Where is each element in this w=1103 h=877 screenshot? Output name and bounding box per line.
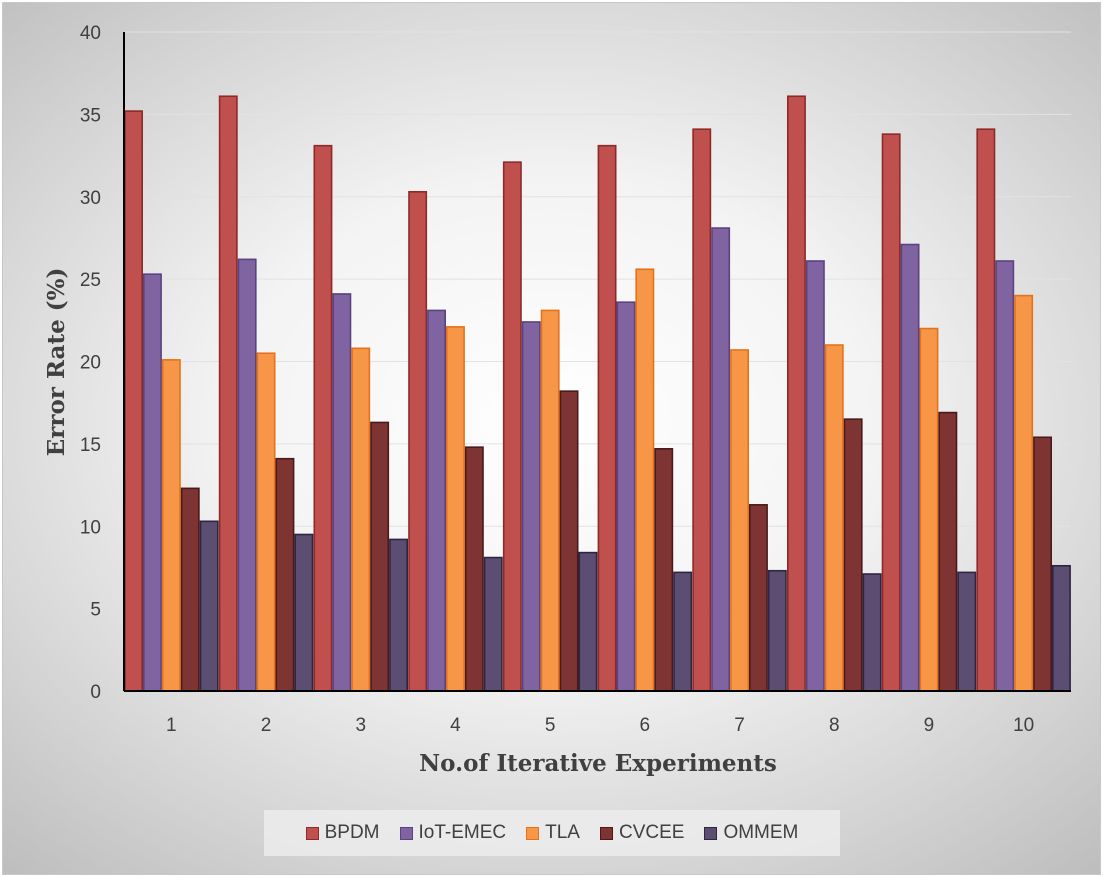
x-axis-title: No.of Iterative Experiments — [419, 750, 777, 777]
bar-cvcee-4 — [464, 446, 484, 692]
bar-ommem-5 — [578, 551, 598, 692]
legend-label: IoT-EMEC — [418, 822, 507, 843]
bar-tla-7 — [730, 349, 750, 692]
axes — [123, 32, 1071, 692]
bar-ommem-4 — [483, 556, 503, 692]
bar-cvcee-8 — [843, 418, 863, 692]
y-tick-label: 30 — [80, 188, 101, 209]
x-tick-label: 8 — [829, 715, 840, 736]
bar-tla-4 — [445, 326, 465, 692]
bar-tla-5 — [540, 309, 560, 692]
y-tick-label: 15 — [80, 435, 101, 456]
bar-cvcee-6 — [654, 448, 674, 692]
bar-bpdm-3 — [313, 144, 333, 692]
y-tick-label: 35 — [80, 105, 101, 126]
bar-bpdm-5 — [502, 161, 522, 692]
bar-tla-1 — [161, 359, 181, 692]
legend-item-ommem: OMMEM — [704, 822, 798, 844]
y-tick-label: 5 — [90, 600, 101, 621]
bar-tla-3 — [351, 347, 371, 692]
y-tick-label: 10 — [80, 517, 101, 538]
bar-iot-emec-8 — [805, 260, 825, 692]
y-tick-label: 40 — [80, 23, 101, 44]
bar-cvcee-3 — [370, 421, 390, 692]
bar-ommem-9 — [957, 571, 977, 692]
bar-ommem-10 — [1052, 564, 1071, 692]
legend-item-cvcee: CVCEE — [599, 822, 685, 844]
bar-iot-emec-2 — [237, 258, 257, 692]
bar-bpdm-2 — [218, 95, 238, 692]
legend-item-bpdm: BPDM — [305, 822, 380, 844]
bar-iot-emec-6 — [616, 301, 636, 692]
x-tick-label: 7 — [734, 715, 745, 736]
bar-ommem-6 — [673, 571, 693, 692]
bar-ommem-7 — [767, 569, 787, 692]
bar-tla-10 — [1014, 294, 1034, 692]
legend-label: TLA — [545, 822, 580, 843]
y-axis-title: Error Rate (%) — [43, 268, 70, 457]
bar-tla-2 — [256, 352, 276, 692]
x-tick-label: 9 — [924, 715, 935, 736]
legend-swatch — [399, 826, 413, 840]
bar-cvcee-1 — [180, 487, 200, 692]
bar-tla-9 — [919, 327, 939, 692]
bar-iot-emec-3 — [332, 293, 352, 692]
bar-bpdm-9 — [881, 133, 901, 692]
bar-tla-8 — [824, 344, 844, 692]
y-tick-labels: 0 5 10 15 20 25 30 35 40 — [80, 23, 101, 703]
legend: BPDM IoT-EMEC TLA CVCEE OMMEM — [264, 810, 840, 856]
legend-swatch — [599, 826, 613, 840]
legend-swatch — [305, 826, 319, 840]
legend-label: BPDM — [324, 822, 380, 843]
bar-iot-emec-9 — [900, 243, 920, 692]
bar-bpdm-6 — [597, 144, 617, 692]
y-tick-label: 25 — [80, 270, 101, 291]
bar-iot-emec-4 — [427, 309, 446, 692]
bar-ommem-1 — [199, 520, 219, 692]
bar-bpdm-1 — [124, 110, 144, 692]
bar-ommem-8 — [862, 573, 882, 692]
y-tick-label: 20 — [80, 353, 101, 374]
bar-iot-emec-1 — [143, 273, 162, 692]
y-tick-label: 0 — [90, 682, 101, 703]
x-tick-labels: 1 2 3 4 5 6 7 8 9 10 — [166, 715, 1034, 736]
legend-swatch — [526, 826, 540, 840]
bar-iot-emec-10 — [995, 260, 1015, 692]
x-tick-label: 5 — [545, 715, 556, 736]
bars — [124, 95, 1071, 692]
bar-ommem-3 — [389, 538, 408, 692]
bar-ommem-2 — [294, 533, 314, 692]
legend-swatch — [704, 826, 718, 840]
legend-item-iot-emec: IoT-EMEC — [399, 822, 507, 844]
x-tick-label: 4 — [450, 715, 461, 736]
bar-cvcee-2 — [275, 457, 295, 692]
x-tick-label: 6 — [640, 715, 651, 736]
bar-cvcee-10 — [1033, 436, 1053, 692]
bar-cvcee-9 — [938, 411, 958, 692]
bar-bpdm-4 — [408, 191, 428, 692]
bar-cvcee-7 — [748, 504, 768, 692]
x-tick-label: 2 — [261, 715, 272, 736]
bar-bpdm-8 — [786, 95, 806, 692]
bar-cvcee-5 — [559, 390, 579, 692]
legend-label: OMMEM — [723, 822, 799, 843]
bar-bpdm-7 — [692, 128, 712, 692]
legend-label: CVCEE — [618, 822, 685, 843]
x-tick-label: 1 — [166, 715, 177, 736]
x-tick-label: 3 — [355, 715, 366, 736]
bar-tla-6 — [635, 268, 655, 692]
legend-item-tla: TLA — [526, 822, 580, 844]
bar-iot-emec-7 — [711, 227, 731, 692]
bar-iot-emec-5 — [521, 321, 541, 692]
bar-bpdm-10 — [976, 128, 996, 692]
x-tick-label: 10 — [1013, 715, 1034, 736]
